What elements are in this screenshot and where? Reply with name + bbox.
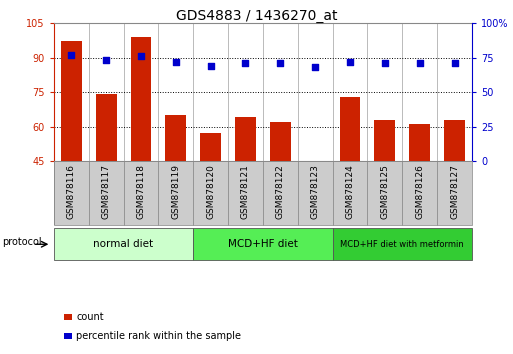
Text: GSM878117: GSM878117: [102, 164, 111, 219]
Bar: [298, 161, 332, 225]
Point: [102, 57, 110, 63]
Bar: [402, 161, 437, 225]
Bar: [54, 228, 193, 260]
Text: GSM878120: GSM878120: [206, 164, 215, 219]
Text: GDS4883 / 1436270_at: GDS4883 / 1436270_at: [176, 9, 337, 23]
Text: percentile rank within the sample: percentile rank within the sample: [76, 331, 242, 341]
Point: [311, 64, 319, 70]
Point: [207, 63, 215, 69]
Bar: [165, 115, 186, 161]
Text: normal diet: normal diet: [93, 239, 153, 249]
Text: GSM878127: GSM878127: [450, 164, 459, 219]
Bar: [159, 161, 193, 225]
Bar: [340, 97, 361, 161]
Text: MCD+HF diet with metformin: MCD+HF diet with metformin: [341, 240, 464, 249]
Bar: [263, 161, 298, 225]
Text: GSM878123: GSM878123: [311, 164, 320, 219]
Bar: [193, 161, 228, 225]
Bar: [437, 161, 472, 225]
Text: GSM878122: GSM878122: [276, 164, 285, 219]
Point: [381, 60, 389, 66]
Text: MCD+HF diet: MCD+HF diet: [228, 239, 298, 249]
Bar: [332, 161, 367, 225]
Bar: [124, 161, 159, 225]
Text: count: count: [76, 312, 104, 322]
Bar: [332, 228, 472, 260]
Bar: [367, 161, 402, 225]
Bar: [200, 133, 221, 161]
Text: GSM878119: GSM878119: [171, 164, 180, 219]
Text: GSM878126: GSM878126: [415, 164, 424, 219]
Text: GSM878124: GSM878124: [346, 164, 354, 219]
Point: [416, 60, 424, 66]
Bar: [95, 95, 116, 161]
Point: [67, 52, 75, 58]
Bar: [235, 118, 256, 161]
Bar: [409, 124, 430, 161]
Bar: [130, 37, 151, 161]
Bar: [374, 120, 396, 161]
Text: protocol: protocol: [3, 238, 42, 247]
Bar: [89, 161, 124, 225]
Bar: [61, 41, 82, 161]
Text: GSM878121: GSM878121: [241, 164, 250, 219]
Bar: [228, 161, 263, 225]
Bar: [54, 161, 89, 225]
Text: GSM878116: GSM878116: [67, 164, 76, 219]
Text: GSM878125: GSM878125: [380, 164, 389, 219]
Point: [276, 60, 284, 66]
Point: [137, 53, 145, 59]
Point: [242, 60, 250, 66]
Bar: [193, 228, 332, 260]
Point: [172, 59, 180, 64]
Point: [346, 59, 354, 64]
Point: [450, 60, 459, 66]
Text: GSM878118: GSM878118: [136, 164, 146, 219]
Bar: [444, 120, 465, 161]
Bar: [270, 122, 291, 161]
